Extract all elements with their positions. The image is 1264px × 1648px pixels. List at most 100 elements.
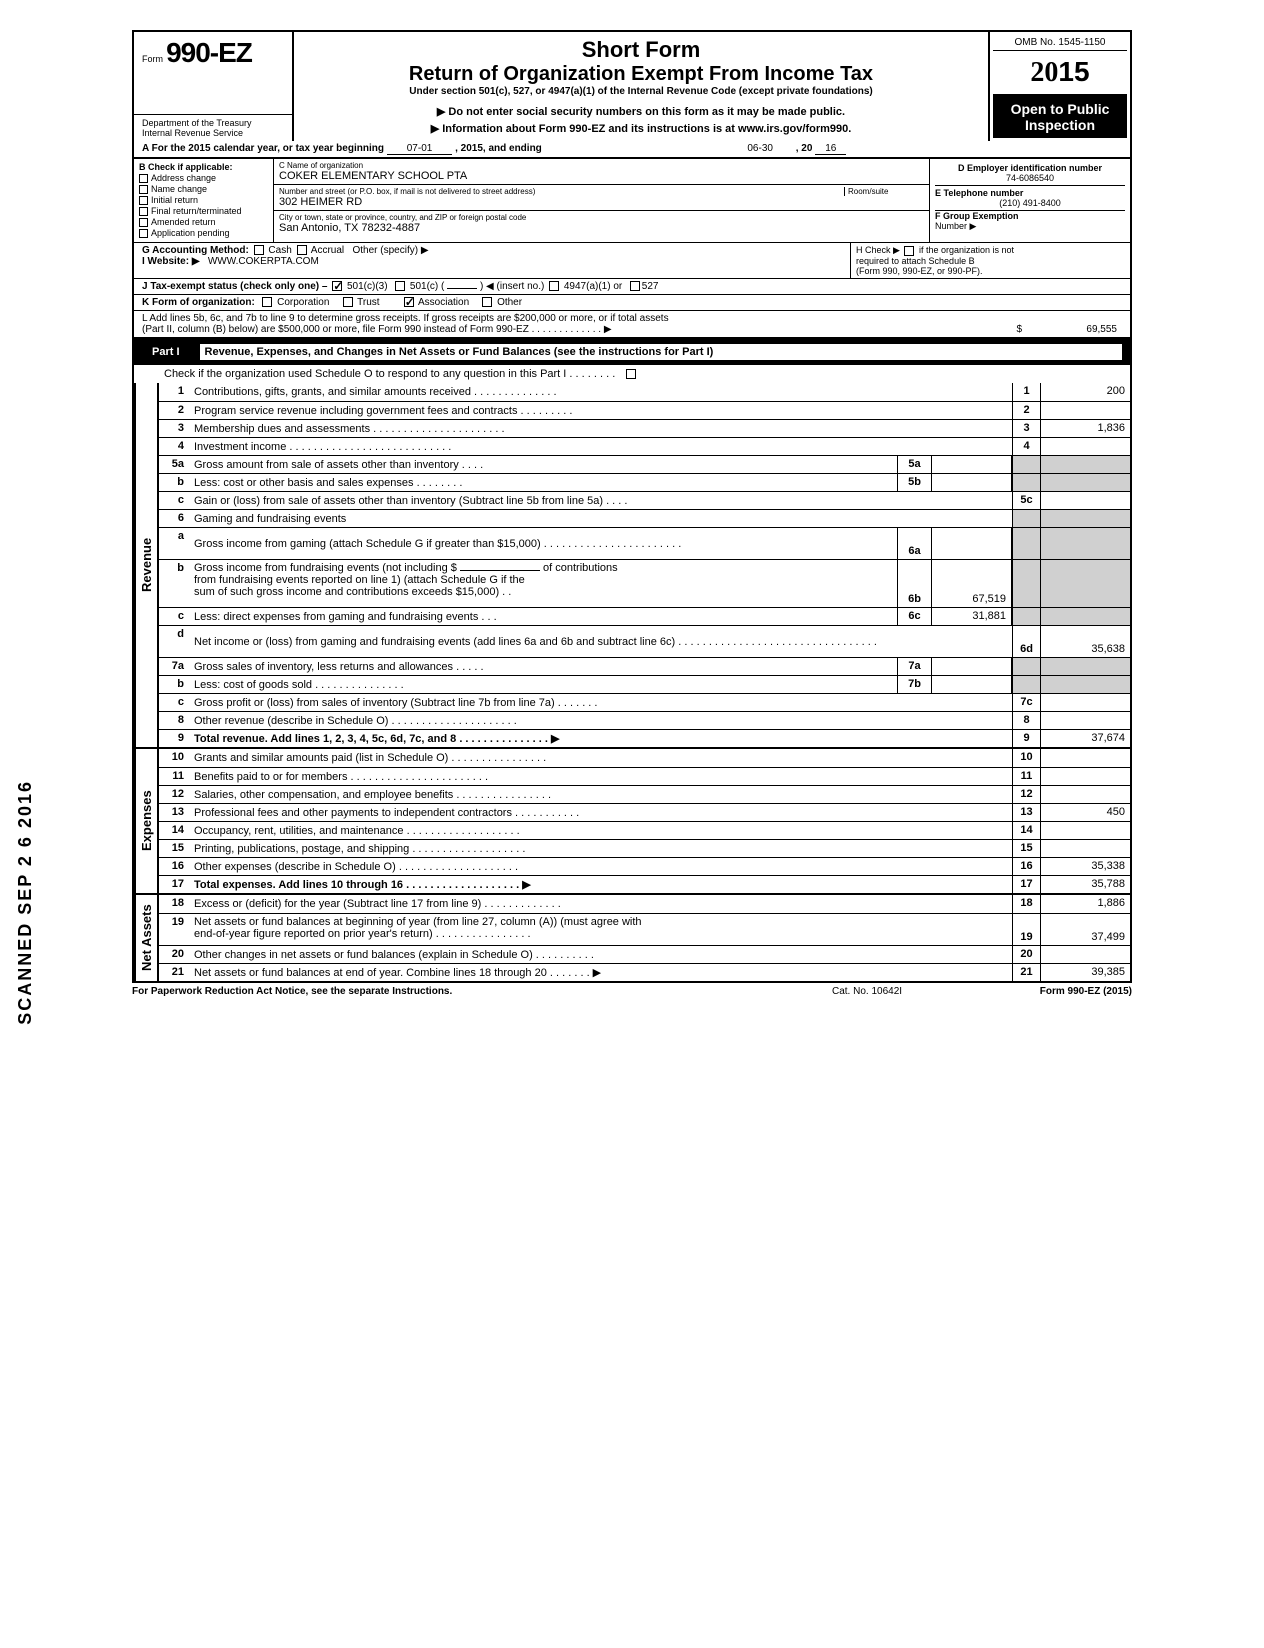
line-10: 10 Grants and similar amounts paid (list…	[159, 749, 1130, 767]
year-prefix: 20	[1030, 57, 1058, 88]
omb-cell: OMB No. 1545-1150 2015 Open to Public In…	[990, 32, 1130, 141]
street-label: Number and street (or P.O. box, if mail …	[279, 187, 924, 196]
cb-name-change[interactable]: Name change	[139, 184, 268, 194]
ssn-notice: ▶ Do not enter social security numbers o…	[299, 105, 983, 118]
col-d: D Employer identification number 74-6086…	[930, 159, 1130, 242]
street-row: Room/suite Number and street (or P.O. bo…	[274, 185, 929, 211]
group-row: F Group Exemption Number ▶	[935, 211, 1125, 232]
row-k: K Form of organization: Corporation Trus…	[132, 294, 1132, 310]
dept-cell: Department of the Treasury Internal Reve…	[134, 114, 294, 141]
cb-schedule-b[interactable]	[904, 246, 914, 256]
phone-label: E Telephone number	[935, 188, 1125, 198]
line-18: 18 Excess or (deficit) for the year (Sub…	[159, 895, 1130, 913]
part-i-table: Check if the organization used Schedule …	[132, 365, 1132, 983]
revenue-section: Revenue 1 Contributions, gifts, grants, …	[134, 383, 1130, 747]
end-year: 16	[815, 143, 846, 155]
line-5a: 5a Gross amount from sale of assets othe…	[159, 455, 1130, 473]
line-13: 13 Professional fees and other payments …	[159, 803, 1130, 821]
form-number: 990-EZ	[166, 37, 252, 68]
cb-final-return[interactable]: Final return/terminated	[139, 206, 268, 216]
row-g-label: G Accounting Method:	[142, 245, 249, 256]
footer: For Paperwork Reduction Act Notice, see …	[132, 983, 1132, 1000]
row-a-prefix: A For the 2015 calendar year, or tax yea…	[142, 143, 384, 154]
room-label: Room/suite	[844, 187, 924, 196]
city-row: City or town, state or province, country…	[274, 211, 929, 236]
group-label2: Number ▶	[935, 221, 1125, 232]
line-6b: b Gross income from fundraising events (…	[159, 559, 1130, 607]
cb-application-pending[interactable]: Application pending	[139, 228, 268, 238]
city-label: City or town, state or province, country…	[279, 213, 924, 222]
line-6d: d Net income or (loss) from gaming and f…	[159, 625, 1130, 657]
row-j: J Tax-exempt status (check only one) – 5…	[132, 278, 1132, 294]
row-h: H Check ▶ if the organization is not req…	[850, 243, 1130, 278]
cb-4947[interactable]	[549, 281, 559, 291]
cb-trust[interactable]	[343, 297, 353, 307]
cb-cash[interactable]	[254, 245, 264, 255]
begin-date: 07-01	[387, 143, 453, 155]
cb-527[interactable]	[630, 281, 640, 291]
end-date: 06-30	[727, 143, 793, 154]
part-i-check-row: Check if the organization used Schedule …	[134, 365, 1130, 383]
line-2: 2 Program service revenue including gove…	[159, 401, 1130, 419]
cb-association[interactable]	[404, 297, 414, 307]
row-a-suffix: , 20	[796, 143, 813, 154]
phone-row: E Telephone number (210) 491-8400	[935, 186, 1125, 211]
website-value: WWW.COKERPTA.COM	[208, 256, 319, 267]
ein-value: 74-6086540	[935, 173, 1125, 183]
line-1: 1 Contributions, gifts, grants, and simi…	[159, 383, 1130, 401]
cb-501c[interactable]	[395, 281, 405, 291]
form-990ez-container: Form 990-EZ Department of the Treasury I…	[132, 30, 1132, 1000]
line-7b: b Less: cost of goods sold . . . . . . .…	[159, 675, 1130, 693]
main-title: Return of Organization Exempt From Incom…	[299, 63, 983, 86]
header-row: Form 990-EZ Department of the Treasury I…	[132, 30, 1132, 141]
year-suffix: 15	[1058, 56, 1089, 87]
line-21: 21 Net assets or fund balances at end of…	[159, 963, 1130, 981]
cb-schedule-o[interactable]	[626, 369, 636, 379]
part-i-label: Part I	[142, 344, 190, 360]
cb-address-change[interactable]: Address change	[139, 173, 268, 183]
public-line1: Open to Public	[998, 101, 1122, 117]
expenses-section: Expenses 10 Grants and similar amounts p…	[134, 747, 1130, 893]
line-6c: c Less: direct expenses from gaming and …	[159, 607, 1130, 625]
row-gi: G Accounting Method: Cash Accrual Other …	[132, 242, 1132, 278]
street: 302 HEIMER RD	[279, 196, 924, 208]
group-label: F Group Exemption	[935, 211, 1125, 221]
line-8: 8 Other revenue (describe in Schedule O)…	[159, 711, 1130, 729]
omb-number: OMB No. 1545-1150	[993, 35, 1127, 51]
expenses-label: Expenses	[134, 749, 159, 893]
city: San Antonio, TX 78232-4887	[279, 222, 924, 234]
scanned-stamp: SCANNED SEP 2 6 2016	[15, 780, 36, 1025]
col-b: B Check if applicable: Address change Na…	[134, 159, 274, 242]
line-3: 3 Membership dues and assessments . . . …	[159, 419, 1130, 437]
form-label: Form	[142, 54, 163, 64]
org-name-row: C Name of organization COKER ELEMENTARY …	[274, 159, 929, 185]
row-a-content: A For the 2015 calendar year, or tax yea…	[134, 141, 1130, 157]
org-name-label: C Name of organization	[279, 161, 924, 170]
phone-value: (210) 491-8400	[935, 198, 1125, 208]
line-4: 4 Investment income . . . . . . . . . . …	[159, 437, 1130, 455]
line-12: 12 Salaries, other compensation, and emp…	[159, 785, 1130, 803]
ein-row: D Employer identification number 74-6086…	[935, 161, 1125, 186]
gi-left: G Accounting Method: Cash Accrual Other …	[134, 243, 850, 278]
part-i-title: Revenue, Expenses, and Changes in Net As…	[200, 344, 1122, 360]
footer-right: Form 990-EZ (2015)	[982, 986, 1132, 997]
net-assets-section: Net Assets 18 Excess or (deficit) for th…	[134, 893, 1130, 981]
org-name: COKER ELEMENTARY SCHOOL PTA	[279, 170, 924, 182]
net-assets-label: Net Assets	[134, 895, 159, 981]
line-7c: c Gross profit or (loss) from sales of i…	[159, 693, 1130, 711]
ein-label: D Employer identification number	[935, 163, 1125, 173]
form-number-cell: Form 990-EZ	[134, 32, 294, 114]
cb-accrual[interactable]	[297, 245, 307, 255]
line-11: 11 Benefits paid to or for members . . .…	[159, 767, 1130, 785]
line-6: 6 Gaming and fundraising events	[159, 509, 1130, 527]
cb-initial-return[interactable]: Initial return	[139, 195, 268, 205]
line-16: 16 Other expenses (describe in Schedule …	[159, 857, 1130, 875]
cb-501c3[interactable]	[332, 281, 342, 291]
line-6a: a Gross income from gaming (attach Sched…	[159, 527, 1130, 559]
cb-other[interactable]	[482, 297, 492, 307]
dept-irs: Internal Revenue Service	[142, 128, 284, 138]
cb-amended-return[interactable]: Amended return	[139, 217, 268, 227]
dept-treasury: Department of the Treasury	[142, 118, 284, 128]
line-19: 19 Net assets or fund balances at beginn…	[159, 913, 1130, 945]
cb-corporation[interactable]	[262, 297, 272, 307]
